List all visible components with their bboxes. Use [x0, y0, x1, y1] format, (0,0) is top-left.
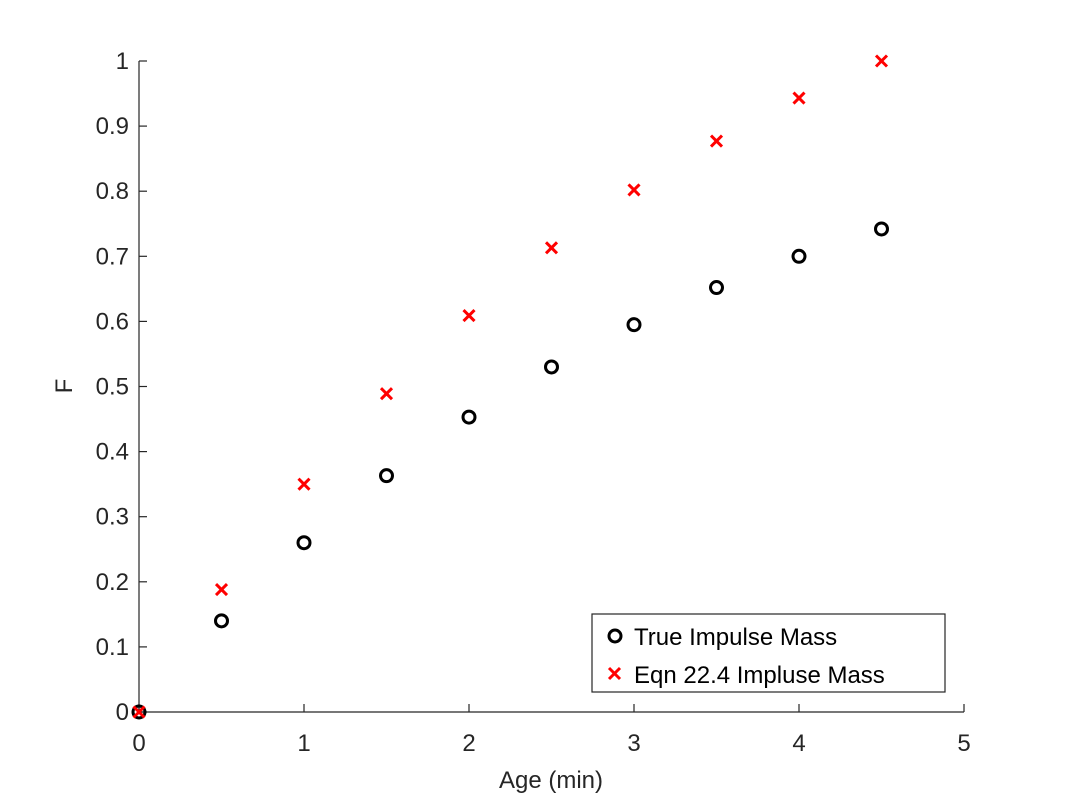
data-point-eqn-22-4	[462, 308, 476, 323]
data-point-eqn-22-4	[379, 387, 394, 401]
data-point-true-impulse-mass	[791, 248, 807, 264]
data-point-true-impulse-mass	[461, 409, 477, 425]
legend-box	[591, 613, 946, 693]
axes	[138, 60, 965, 713]
data-point-eqn-22-4	[214, 583, 229, 597]
data-point-eqn-22-4	[544, 241, 559, 255]
y-tick-label: 0.4	[96, 439, 129, 466]
data-point-true-impulse-mass	[131, 704, 147, 720]
data-point-true-impulse-mass	[214, 613, 229, 629]
data-point-true-impulse-mass	[626, 317, 642, 333]
x-tick-label: 4	[792, 730, 805, 757]
data-point-eqn-22-4	[874, 54, 889, 68]
data-point-true-impulse-mass	[874, 221, 889, 237]
data-point-eqn-22-4	[792, 91, 806, 105]
y-tick-label: 0	[116, 699, 129, 726]
data-point-eqn-22-4	[627, 183, 641, 197]
data-point-true-impulse-mass	[544, 359, 559, 375]
tick-labels: 0 1 2 3 4 5 0 0.1 0.2 0.3 0.4 0.5 0.6 0.7 0.8 0.9 1	[96, 48, 971, 757]
x-tick-label: 1	[297, 730, 310, 757]
x-tick-label: 2	[462, 730, 475, 757]
y-axis-label: F	[51, 379, 78, 394]
y-tick-label: 1	[116, 48, 129, 75]
y-tick-label: 0.7	[96, 243, 129, 270]
data-point-eqn-22-4	[709, 134, 724, 148]
y-tick-label: 0.5	[96, 374, 129, 401]
x-tick-label: 0	[132, 730, 145, 757]
legend: True Impulse Mass Eqn 22.4 Impluse Mass	[591, 613, 946, 693]
y-tick-label: 0.9	[96, 113, 129, 140]
data-marks	[131, 54, 889, 720]
x-axis-label: Age (min)	[499, 767, 603, 794]
x-tick-label: 5	[957, 730, 970, 757]
legend-label-true-impulse-mass: True Impulse Mass	[634, 624, 837, 651]
legend-marker-true-impulse-mass	[607, 628, 623, 644]
y-tick-label: 0.2	[96, 569, 129, 596]
y-tick-label: 0.8	[96, 178, 129, 205]
y-tick-label: 0.1	[96, 634, 129, 661]
legend-marker-eqn-22-4	[607, 666, 622, 681]
data-point-true-impulse-mass	[379, 468, 394, 484]
y-tick-label: 0.6	[96, 308, 129, 335]
legend-label-eqn-22-4: Eqn 22.4 Impluse Mass	[634, 662, 885, 689]
data-point-eqn-22-4	[297, 477, 311, 491]
data-point-eqn-22-4	[132, 705, 146, 719]
x-tick-label: 3	[627, 730, 640, 757]
data-point-true-impulse-mass	[296, 535, 312, 551]
y-tick-label: 0.3	[96, 504, 129, 531]
data-point-true-impulse-mass	[709, 280, 724, 296]
